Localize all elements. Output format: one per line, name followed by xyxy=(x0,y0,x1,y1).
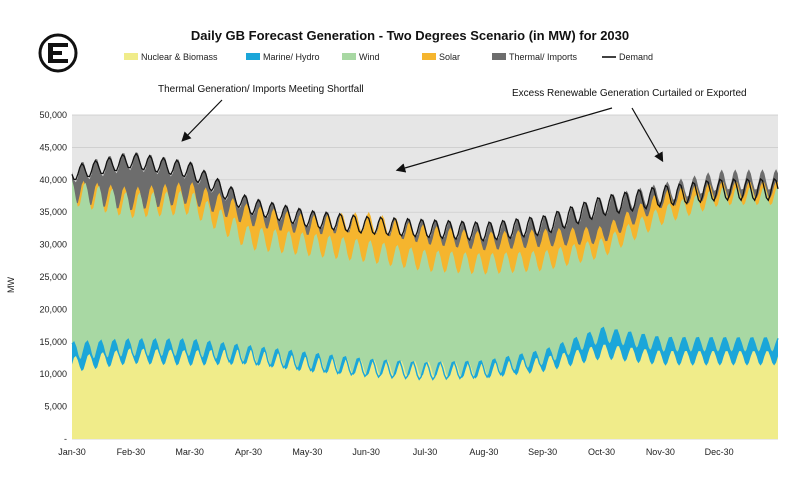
y-tick-label: 50,000 xyxy=(39,110,67,120)
x-tick-label: May-30 xyxy=(292,447,322,457)
legend-label: Thermal/ Imports xyxy=(509,52,578,62)
legend-swatch xyxy=(342,53,356,60)
y-tick-label: 35,000 xyxy=(39,207,67,217)
annotation-arrow-excess-left xyxy=(395,107,613,173)
legend-swatch xyxy=(124,53,138,60)
series-areas xyxy=(71,152,779,440)
x-tick-label: Mar-30 xyxy=(175,447,204,457)
annotation-excess-renewable: Excess Renewable Generation Curtailed or… xyxy=(512,88,747,99)
x-tick-label: Jul-30 xyxy=(413,447,438,457)
line-marine-hydro xyxy=(71,326,779,381)
y-tick-label: 45,000 xyxy=(39,142,67,152)
y-tick-label: 25,000 xyxy=(39,272,67,282)
chart-title: Daily GB Forecast Generation - Two Degre… xyxy=(191,28,629,43)
annotation-arrow-thermal xyxy=(181,99,223,142)
x-tick-label: Aug-30 xyxy=(469,447,498,457)
annotation-arrow-excess-right xyxy=(631,107,664,163)
legend: Nuclear & Biomass Marine/ Hydro Wind Solar T… xyxy=(124,52,653,62)
y-tick-label: 40,000 xyxy=(39,175,67,185)
y-tick-label: 10,000 xyxy=(39,369,67,379)
x-tick-label: Jun-30 xyxy=(352,447,380,457)
legend-swatch xyxy=(422,53,436,60)
x-tick-label: Sep-30 xyxy=(528,447,557,457)
x-tick-label: Nov-30 xyxy=(646,447,675,457)
x-tick-label: Jan-30 xyxy=(58,447,86,457)
legend-label: Wind xyxy=(359,52,380,62)
y-tick-label: 20,000 xyxy=(39,304,67,314)
line-demand xyxy=(71,152,779,242)
legend-label: Marine/ Hydro xyxy=(263,52,320,62)
y-axis: 50,000 45,000 40,000 35,000 30,000 25,000 20,0… xyxy=(39,110,67,444)
annotation-thermal-shortfall: Thermal Generation/ Imports Meeting Shor… xyxy=(158,84,364,95)
x-tick-label: Feb-30 xyxy=(117,447,146,457)
company-logo xyxy=(38,33,78,73)
legend-swatch xyxy=(492,53,506,60)
x-tick-label: Oct-30 xyxy=(588,447,615,457)
y-tick-label: 5,000 xyxy=(44,402,67,412)
y-axis-label: MW xyxy=(6,277,16,293)
legend-label: Nuclear & Biomass xyxy=(141,52,218,62)
legend-label: Solar xyxy=(439,52,460,62)
legend-swatch xyxy=(246,53,260,60)
x-tick-label: Apr-30 xyxy=(235,447,262,457)
x-tick-label: Dec-30 xyxy=(705,447,734,457)
x-axis: Jan-30 Feb-30 Mar-30 Apr-30 May-30 Jun-30 Jul-… xyxy=(58,447,733,457)
area-nuclear-biomass xyxy=(72,344,778,439)
legend-label: Demand xyxy=(619,52,653,62)
y-tick-label: 30,000 xyxy=(39,240,67,250)
y-tick-label: 15,000 xyxy=(39,337,67,347)
y-tick-label: - xyxy=(64,434,67,444)
